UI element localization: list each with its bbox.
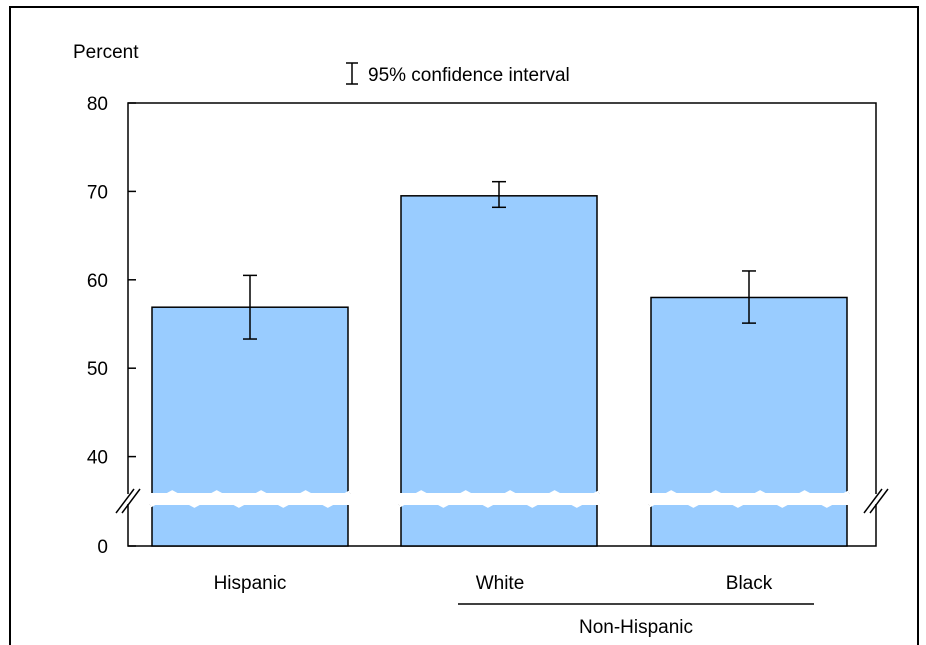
y-axis-title: Percent xyxy=(73,42,139,63)
y-tick-label: 70 xyxy=(87,182,108,203)
axis-breaks xyxy=(115,488,889,514)
y-tick-label: 60 xyxy=(87,271,108,292)
group-label: Non-Hispanic xyxy=(579,617,693,638)
legend: 95% confidence interval xyxy=(346,62,570,86)
legend-ci-icon xyxy=(346,62,358,85)
x-tick-label: White xyxy=(476,573,525,594)
bar-break-white xyxy=(397,490,601,508)
x-tick-label: Hispanic xyxy=(214,573,287,594)
axis-break-gap-left xyxy=(125,494,131,504)
legend-label: 95% confidence interval xyxy=(368,65,570,86)
axis-break-mark-right xyxy=(863,488,883,514)
bar-hispanic xyxy=(151,306,349,547)
axis-break-mark-right xyxy=(869,488,889,514)
x-tick-label: Black xyxy=(726,573,773,594)
bar-black xyxy=(650,296,848,547)
bar-break-white xyxy=(647,490,851,508)
axis-break-gap-right xyxy=(873,494,879,504)
y-tick-label: 80 xyxy=(87,94,108,115)
bar-white xyxy=(400,195,598,547)
y-tick-label: 50 xyxy=(87,359,108,380)
y-axis: 0 40 50 60 70 80 xyxy=(87,94,136,558)
y-tick-label: 0 xyxy=(97,537,108,558)
axis-break-mark-left xyxy=(115,488,135,514)
y-tick-label: 40 xyxy=(87,448,108,469)
axis-break-mark-left xyxy=(121,488,141,514)
bar-break-white xyxy=(148,490,352,508)
x-axis: Hispanic White Black xyxy=(214,573,773,594)
error-bars xyxy=(243,180,756,340)
figure-border xyxy=(9,6,919,645)
